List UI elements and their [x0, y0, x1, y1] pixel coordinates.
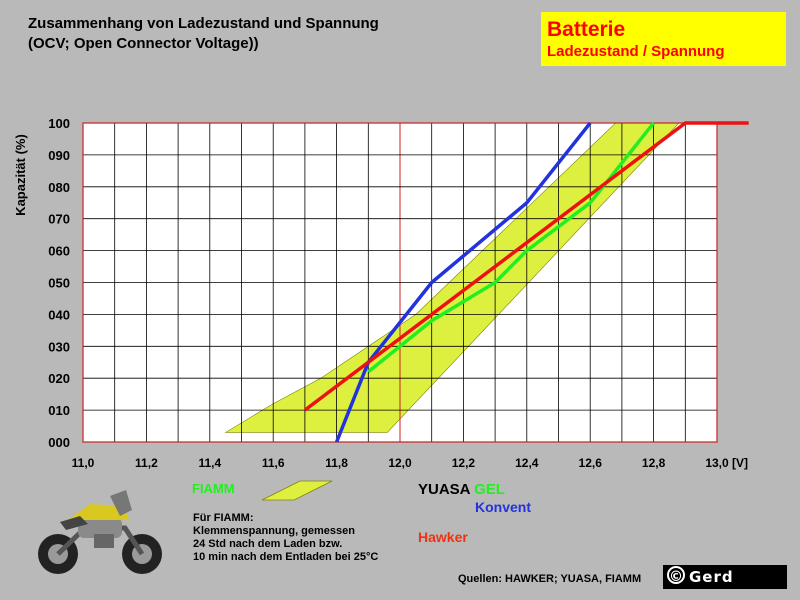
- grid-layer: [82, 122, 718, 443]
- series-line-hawker: [303, 121, 749, 412]
- y-tick-label: 060: [48, 244, 70, 259]
- y-tick-label: 050: [48, 276, 70, 291]
- series-line-gel: [367, 121, 655, 374]
- y-tick-label: 040: [48, 307, 70, 322]
- gerd-logo: © Gerd: [663, 565, 787, 589]
- x-tick-label: 12,6: [579, 456, 603, 470]
- x-tick-label: 11,0: [72, 456, 95, 470]
- x-tick-label: 11,8: [325, 456, 348, 470]
- chart-title: Zusammenhang von Ladezustand und Spannun…: [28, 14, 379, 54]
- title-line-2: (OCV; Open Connector Voltage)): [28, 35, 259, 52]
- legend-hawker-label: Hawker: [418, 529, 468, 545]
- x-unit-label: [V]: [732, 456, 748, 470]
- y-tick-label: 080: [48, 180, 70, 195]
- x-tick-label: 12,4: [515, 456, 539, 470]
- fiamm-note: Für FIAMM: Klemmenspannung, gemessen 24 …: [193, 512, 378, 564]
- x-tick-label: 11,2: [135, 456, 158, 470]
- y-tick-label: 000: [48, 435, 70, 450]
- legend-konvent-label: Konvent: [475, 499, 531, 515]
- legend-yuasa-group: YUASA GEL: [418, 481, 505, 498]
- fiamm-legend-swatch: [261, 480, 333, 501]
- legend-gel-label: GEL: [474, 481, 505, 498]
- y-tick-label: 020: [48, 371, 70, 386]
- logo-text: Gerd: [689, 568, 734, 586]
- y-tick-label: 090: [48, 148, 70, 163]
- note-line-3: 24 Std nach dem Laden bzw.: [193, 538, 343, 550]
- x-tick-label: 13,0: [705, 456, 729, 470]
- sources-credit: Quellen: HAWKER; YUASA, FIAMM: [458, 573, 642, 585]
- y-tick-label: 070: [48, 212, 70, 227]
- tick-layer: 11,0 11,2 11,4 11,6 11,8 12,0 12,2 12,4 12,6 12,8…: [48, 116, 729, 470]
- series-layer: [303, 121, 749, 443]
- copyright-icon: ©: [667, 566, 685, 585]
- title-line-1: Zusammenhang von Ladezustand und Spannun…: [28, 15, 379, 32]
- badge-main-text: Batterie: [547, 18, 626, 41]
- note-line-4: 10 min nach dem Entladen bei 25°C: [193, 551, 379, 563]
- note-line-2: Klemmenspannung, gemessen: [193, 525, 355, 537]
- battery-badge: Batterie Ladezustand / Spannung: [541, 12, 786, 66]
- series-line-konvent: [334, 121, 592, 443]
- x-tick-label: 12,2: [452, 456, 476, 470]
- plot-border: [82, 122, 718, 443]
- x-tick-label: 12,0: [388, 456, 412, 470]
- y-tick-label: 100: [48, 116, 70, 131]
- legend-yuasa-label: YUASA: [418, 481, 470, 498]
- badge-sub-text: Ladezustand / Spannung: [547, 43, 725, 60]
- y-axis-label: Kapazität (%): [13, 134, 28, 216]
- legend-fiamm-label: FIAMM: [192, 481, 235, 496]
- x-tick-label: 11,6: [262, 456, 285, 470]
- y-tick-label: 030: [48, 339, 70, 354]
- note-line-1: Für FIAMM:: [193, 512, 254, 524]
- x-tick-label: 11,4: [198, 456, 221, 470]
- motorcycle-icon: [38, 490, 162, 574]
- y-tick-label: 010: [48, 403, 70, 418]
- x-tick-label: 12,8: [642, 456, 666, 470]
